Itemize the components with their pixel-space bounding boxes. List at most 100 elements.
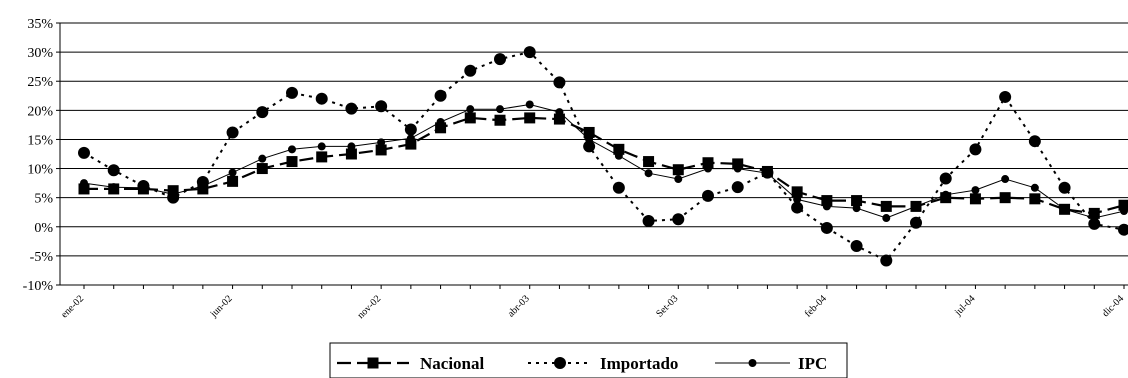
data-point (286, 86, 298, 99)
data-point (227, 175, 239, 187)
data-point (288, 145, 296, 154)
data-point (852, 204, 861, 213)
data-point (405, 138, 417, 150)
data-point (999, 90, 1012, 103)
x-tick-label: ene-02 (59, 293, 86, 320)
data-point (672, 213, 685, 226)
gridlines (60, 22, 1128, 257)
axes (59, 23, 1128, 286)
data-point (644, 169, 653, 178)
legend-item-ipc: IPC (715, 354, 827, 373)
data-point (375, 144, 387, 156)
data-point (702, 189, 714, 202)
data-point (612, 181, 625, 194)
data-point (466, 105, 475, 114)
data-point (820, 221, 833, 234)
data-point (733, 164, 742, 173)
legend-marker (554, 357, 566, 369)
data-point (910, 216, 922, 229)
data-point (1060, 205, 1069, 214)
data-point (1029, 193, 1041, 205)
data-point (704, 164, 712, 173)
data-point (880, 200, 892, 212)
series-line (83, 50, 1125, 262)
series-nacional (78, 112, 1128, 219)
y-tick-label: 0% (34, 221, 53, 236)
data-point (345, 102, 358, 115)
data-point (496, 105, 504, 114)
data-point (793, 195, 802, 204)
series-importado (78, 46, 1128, 267)
series-line (83, 103, 1125, 219)
data-point (971, 186, 980, 195)
data-point (1001, 175, 1010, 184)
legend-box (329, 342, 848, 378)
data-point (1120, 207, 1128, 216)
data-point (851, 195, 863, 207)
data-point (941, 190, 950, 199)
data-point (1118, 223, 1128, 236)
data-point (731, 181, 744, 194)
series-line (84, 116, 1125, 215)
data-point (850, 239, 863, 252)
series-group (78, 46, 1128, 267)
data-point (999, 192, 1011, 204)
legend-marker (748, 359, 757, 367)
data-point (435, 122, 447, 134)
data-point (614, 151, 623, 160)
data-point (555, 108, 564, 117)
data-point (139, 183, 148, 192)
data-point (672, 164, 684, 176)
data-point (613, 143, 625, 155)
data-point (347, 142, 356, 151)
data-point (524, 112, 536, 124)
data-point (763, 169, 772, 178)
data-point (525, 100, 534, 109)
data-point (1090, 214, 1099, 223)
data-point (345, 148, 357, 160)
data-point (256, 106, 269, 119)
series-ipc (80, 100, 1128, 223)
data-point (78, 146, 90, 159)
data-point (494, 114, 506, 126)
y-tick-label: 35% (27, 17, 53, 32)
data-point (316, 151, 328, 163)
data-point (1088, 217, 1101, 230)
legend-label: IPC (798, 354, 827, 373)
data-point (226, 126, 239, 139)
data-point (583, 140, 596, 153)
data-point (107, 164, 120, 177)
data-point (464, 112, 476, 124)
y-tick-label: 10% (27, 163, 53, 178)
data-point (258, 154, 267, 163)
x-tick-label: dic-04 (1100, 293, 1126, 319)
data-point (1118, 199, 1128, 211)
data-point (404, 123, 417, 136)
data-point (912, 202, 920, 211)
data-point (880, 254, 893, 267)
x-tick-label: abr-03 (506, 293, 532, 319)
data-point (585, 135, 594, 144)
data-point (80, 179, 88, 188)
data-point (969, 143, 982, 156)
data-point (882, 214, 891, 223)
data-point (732, 158, 744, 170)
x-axis-ticks: ene-02 jun-02 nov-02 abr-03 Set-03 feb-04 jul-… (59, 285, 1126, 321)
data-point (464, 64, 477, 77)
y-tick-label: 15% (27, 133, 53, 148)
data-point (791, 186, 803, 198)
data-point (169, 190, 178, 199)
data-point (583, 126, 595, 138)
data-point (375, 100, 388, 113)
data-point (642, 214, 655, 227)
y-tick-label: -5% (30, 250, 54, 265)
data-point (523, 46, 536, 59)
data-point (434, 89, 447, 102)
data-point (821, 195, 833, 207)
y-tick-label: 30% (27, 46, 53, 61)
data-point (791, 201, 804, 214)
legend-item-nacional: Nacional (337, 354, 485, 373)
data-point (1088, 207, 1100, 219)
x-tick-label: Set-03 (654, 293, 680, 319)
x-tick-label: jul-04 (952, 293, 977, 318)
